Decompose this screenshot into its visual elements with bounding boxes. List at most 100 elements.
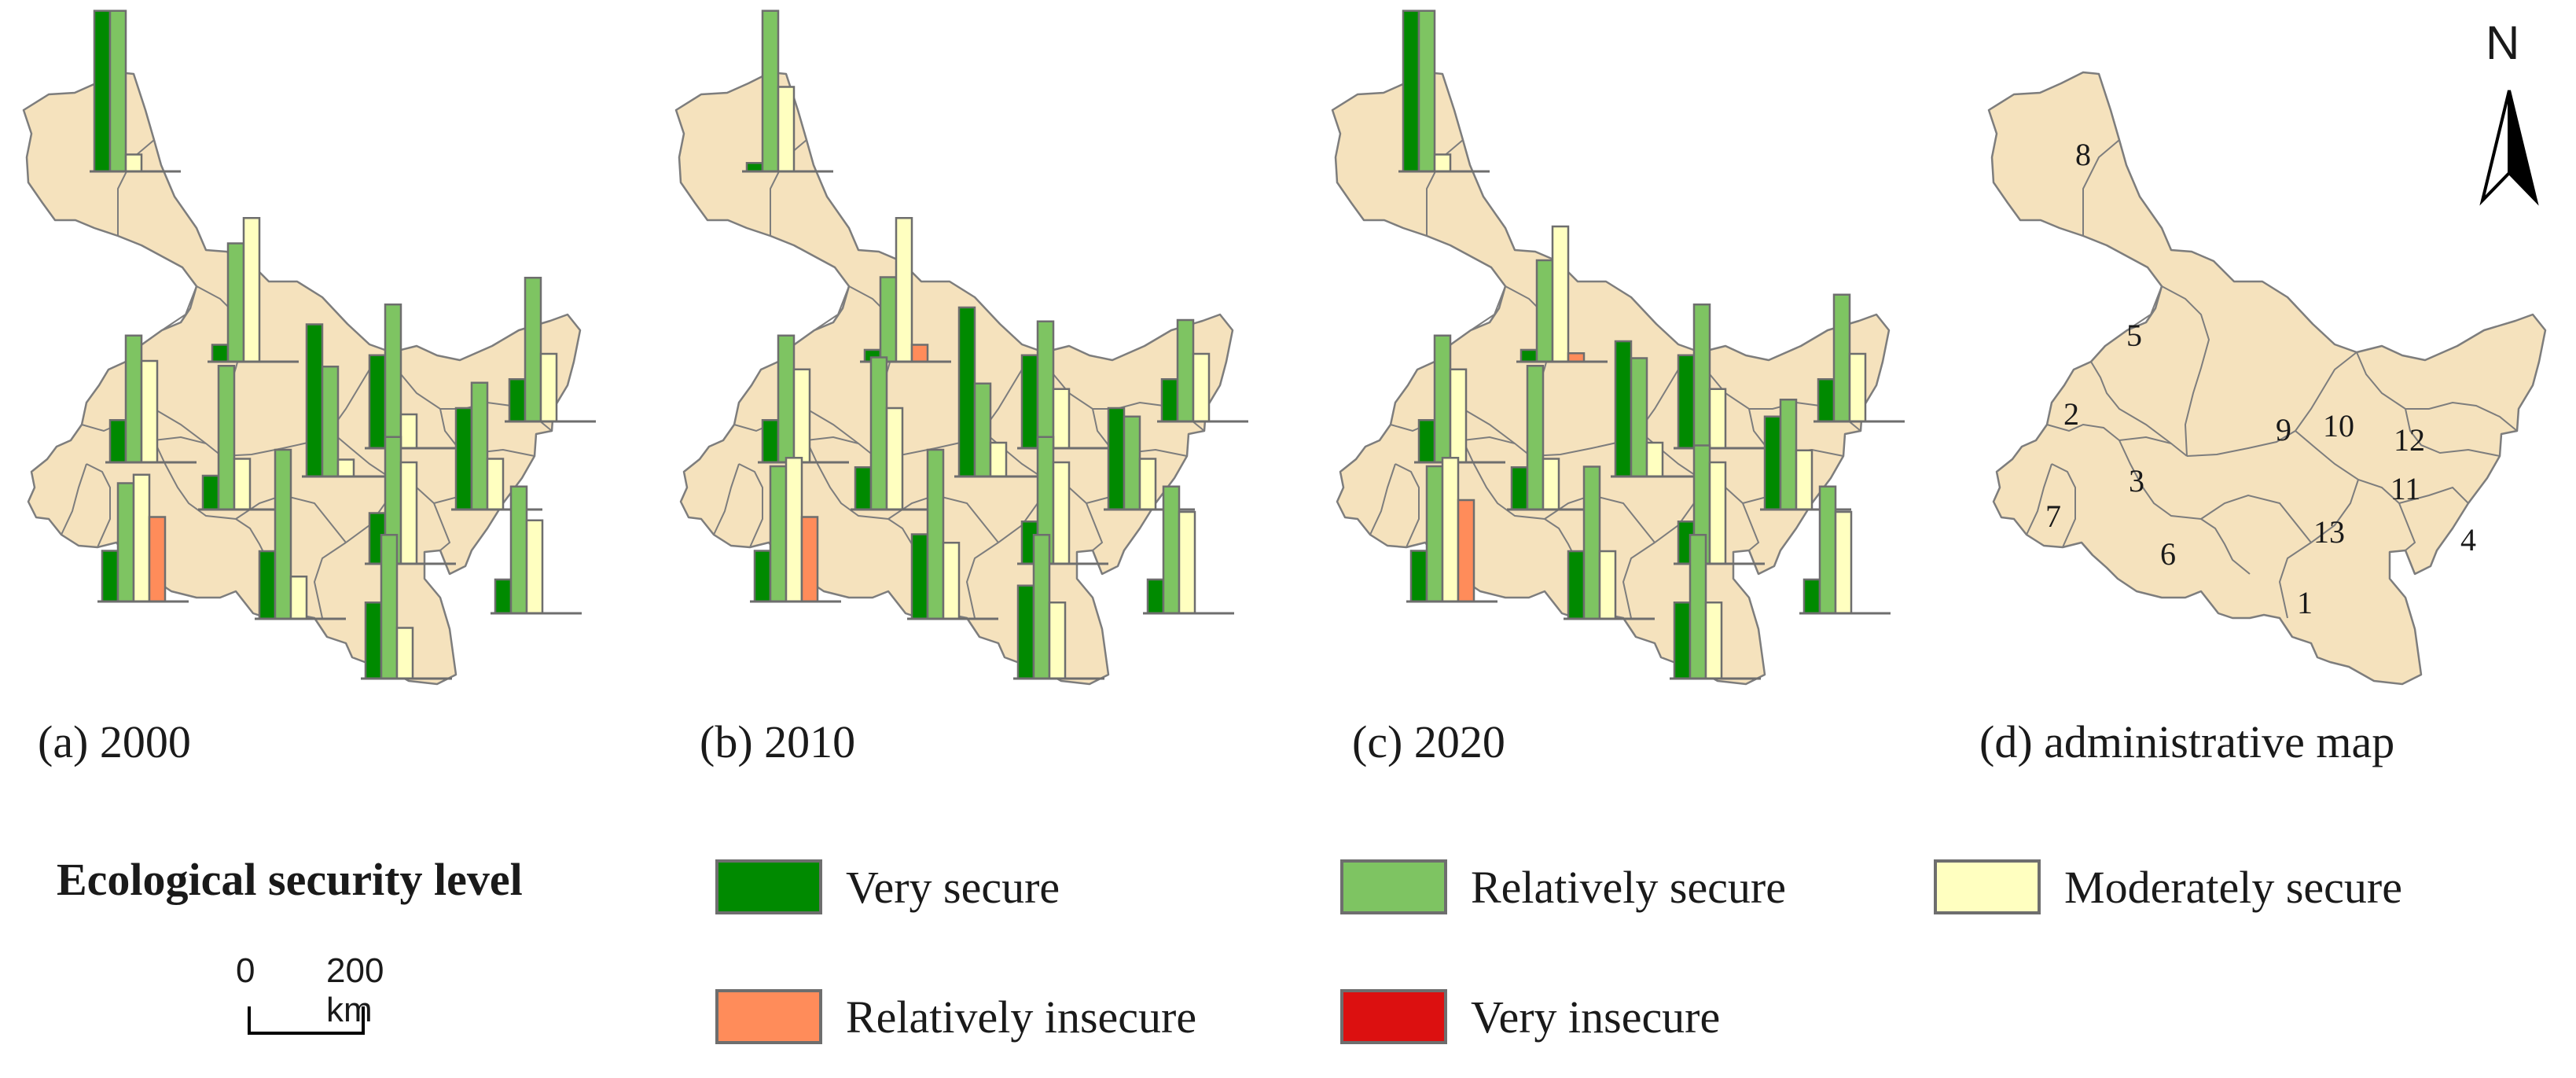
- bar-region-13-moderately-secure: [399, 461, 418, 565]
- bar-region-3-relatively-secure: [217, 365, 236, 511]
- bar-region-2-relatively-secure: [1433, 334, 1452, 464]
- bar-region-6-moderately-secure: [942, 542, 961, 620]
- legend-label-relatively-secure: Relatively secure: [1471, 861, 1786, 913]
- district-boundary: [2082, 139, 2120, 236]
- bar-region-4-relatively-secure: [509, 485, 528, 615]
- bar-group-region-13: [1017, 436, 1108, 565]
- bar-region-7-relatively-secure: [116, 482, 135, 603]
- bar-group-region-6: [907, 448, 998, 620]
- district-label-6: 6: [2160, 536, 2176, 572]
- legend-item-very-secure: Very secure: [715, 859, 1060, 914]
- map-caption-admin: (d) administrative map: [1979, 716, 2395, 767]
- scale-bar-line: [248, 1006, 365, 1035]
- bar-region-1-moderately-secure: [1048, 602, 1067, 680]
- bar-group-region-1: [1013, 534, 1104, 680]
- bar-group-region-9: [1611, 340, 1702, 478]
- bar-region-4-relatively-secure: [1818, 485, 1837, 615]
- bar-region-6-very-secure: [1567, 550, 1586, 620]
- bar-group-region-3: [198, 365, 289, 511]
- bar-region-8-relatively-secure: [761, 9, 780, 173]
- map-panel-2000: (a) 2000: [0, 0, 645, 786]
- legend-swatch-very-secure: [715, 859, 822, 914]
- bar-region-1-moderately-secure: [395, 627, 414, 680]
- district-label-10: 10: [2323, 408, 2354, 443]
- bar-region-7-very-secure: [753, 550, 772, 603]
- bar-region-2-relatively-secure: [777, 334, 796, 464]
- bar-region-1-moderately-secure: [1704, 602, 1723, 680]
- bar-region-10-relatively-secure: [1692, 304, 1711, 450]
- bar-region-4-relatively-secure: [1162, 485, 1181, 615]
- district-boundary: [1395, 463, 1420, 548]
- bar-group-region-12: [1813, 293, 1905, 423]
- map-svg-2020: [1331, 9, 1905, 686]
- bar-group-region-11: [451, 381, 542, 511]
- bar-region-9-relatively-secure: [321, 366, 340, 478]
- bar-region-7-very-secure: [101, 550, 119, 603]
- bar-region-3-very-secure: [201, 474, 220, 511]
- bar-group-region-1: [1670, 534, 1761, 680]
- district-boundary: [2356, 351, 2518, 432]
- bar-region-11-very-secure: [1763, 415, 1782, 511]
- bar-group-region-11: [1760, 399, 1851, 511]
- bar-region-6-moderately-secure: [289, 576, 308, 620]
- bar-region-1-very-secure: [364, 602, 383, 680]
- bar-group-region-2: [758, 334, 849, 464]
- bar-group-region-2: [1414, 334, 1505, 464]
- bar-region-5-relatively-secure: [879, 276, 898, 363]
- bar-group-region-4: [1143, 485, 1234, 615]
- bar-region-1-relatively-secure: [380, 534, 399, 680]
- legend-swatch-relatively-secure: [1340, 859, 1447, 914]
- district-boundary: [1369, 463, 1396, 535]
- bar-region-9-relatively-secure: [1630, 357, 1648, 478]
- bar-region-9-very-secure: [957, 306, 976, 478]
- district-boundary: [2200, 494, 2312, 543]
- district-boundary: [738, 463, 763, 548]
- bar-region-6-relatively-secure: [926, 448, 945, 620]
- bar-group-region-5: [208, 217, 299, 363]
- bar-region-8-relatively-secure: [108, 9, 127, 173]
- district-label-12: 12: [2394, 422, 2425, 458]
- bar-group-region-3: [851, 356, 942, 511]
- bar-region-7-moderately-secure: [132, 473, 151, 603]
- map-panel-admin: 8 5 2 3 9 10 12 11 7 6 13 4 1 (d) administrative map: [1965, 0, 2576, 786]
- legend-label-very-insecure: Very insecure: [1471, 991, 1721, 1043]
- bar-region-9-moderately-secure: [336, 458, 355, 478]
- bar-region-3-moderately-secure: [885, 407, 904, 511]
- district-boundary: [86, 463, 111, 548]
- bar-region-6-relatively-secure: [1582, 465, 1601, 620]
- district-boundary: [117, 139, 155, 236]
- bar-region-4-very-secure: [494, 578, 513, 615]
- bar-region-10-relatively-secure: [1036, 320, 1055, 450]
- bar-region-11-moderately-secure: [486, 458, 505, 511]
- legend-swatch-very-insecure: [1340, 989, 1447, 1044]
- bar-region-7-relatively-secure: [1425, 465, 1444, 603]
- bar-region-11-very-secure: [1107, 407, 1126, 511]
- district-boundary: [1426, 139, 1464, 236]
- district-label-9: 9: [2276, 412, 2291, 447]
- bar-group-region-8: [742, 9, 833, 173]
- bar-region-9-moderately-secure: [989, 441, 1008, 478]
- district-boundary: [2295, 430, 2416, 551]
- bar-region-6-very-secure: [910, 533, 929, 620]
- district-label-8: 8: [2075, 137, 2091, 172]
- bar-region-9-moderately-secure: [1645, 441, 1664, 478]
- district-boundary: [770, 139, 807, 236]
- bar-group-region-6: [1564, 465, 1655, 620]
- bar-group-region-5: [1516, 225, 1608, 363]
- district-label-11: 11: [2390, 471, 2421, 506]
- district-boundary: [1470, 285, 1506, 331]
- bar-region-4-very-secure: [1146, 578, 1165, 615]
- province-outline: [1987, 71, 2547, 686]
- bar-group-region-7: [1406, 457, 1497, 603]
- legend-item-very-insecure: Very insecure: [1340, 989, 1720, 1044]
- map-caption-2010: (b) 2010: [700, 716, 856, 767]
- legend-label-relatively-insecure: Relatively insecure: [846, 991, 1197, 1043]
- district-boundary: [713, 463, 740, 535]
- bar-group-region-8: [90, 9, 181, 173]
- bar-region-11-very-secure: [454, 407, 473, 511]
- bar-group-region-13: [365, 436, 456, 565]
- legend-label-very-secure: Very secure: [846, 861, 1060, 913]
- map-svg-2010: [674, 9, 1248, 686]
- district-label-4: 4: [2460, 522, 2476, 557]
- bar-region-2-very-secure: [761, 419, 780, 464]
